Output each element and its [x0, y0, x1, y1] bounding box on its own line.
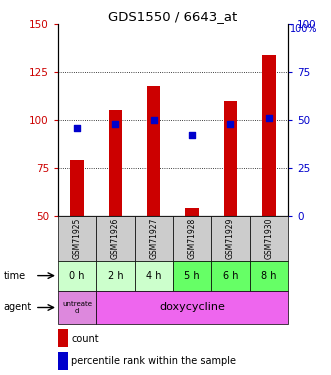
- Text: count: count: [71, 333, 99, 344]
- Bar: [211, 216, 250, 261]
- Text: doxycycline: doxycycline: [159, 303, 225, 312]
- Text: GSM71930: GSM71930: [264, 217, 273, 259]
- Text: agent: agent: [3, 303, 31, 312]
- Bar: [71, 160, 84, 216]
- Bar: [224, 101, 237, 216]
- Text: percentile rank within the sample: percentile rank within the sample: [71, 356, 236, 366]
- Bar: [173, 216, 211, 261]
- Point: [228, 121, 233, 127]
- Text: 8 h: 8 h: [261, 271, 276, 280]
- Bar: [96, 216, 135, 261]
- Text: 2 h: 2 h: [108, 271, 123, 280]
- Bar: [135, 261, 173, 291]
- Text: 4 h: 4 h: [146, 271, 162, 280]
- Point: [151, 117, 157, 123]
- Bar: [173, 261, 211, 291]
- Bar: [109, 110, 122, 216]
- Text: GSM71929: GSM71929: [226, 217, 235, 259]
- Text: 100%: 100%: [290, 24, 318, 34]
- Text: untreate
d: untreate d: [62, 301, 92, 314]
- Text: GSM71928: GSM71928: [188, 217, 197, 259]
- Point: [189, 132, 195, 138]
- Point: [113, 121, 118, 127]
- Title: GDS1550 / 6643_at: GDS1550 / 6643_at: [108, 10, 238, 23]
- Bar: [211, 261, 250, 291]
- Bar: [58, 352, 68, 370]
- Point: [266, 115, 271, 121]
- Bar: [250, 216, 288, 261]
- Bar: [185, 208, 199, 216]
- Bar: [58, 291, 96, 324]
- Bar: [147, 86, 161, 216]
- Text: time: time: [3, 271, 25, 280]
- Bar: [58, 261, 96, 291]
- Bar: [96, 291, 288, 324]
- Text: 5 h: 5 h: [184, 271, 200, 280]
- Bar: [135, 216, 173, 261]
- Text: 0 h: 0 h: [70, 271, 85, 280]
- Text: GSM71925: GSM71925: [72, 217, 82, 259]
- Bar: [250, 261, 288, 291]
- Bar: [262, 55, 275, 216]
- Text: 6 h: 6 h: [223, 271, 238, 280]
- Point: [74, 124, 80, 130]
- Bar: [96, 261, 135, 291]
- Text: GSM71926: GSM71926: [111, 217, 120, 259]
- Bar: [58, 330, 68, 347]
- Text: GSM71927: GSM71927: [149, 217, 158, 259]
- Bar: [58, 216, 96, 261]
